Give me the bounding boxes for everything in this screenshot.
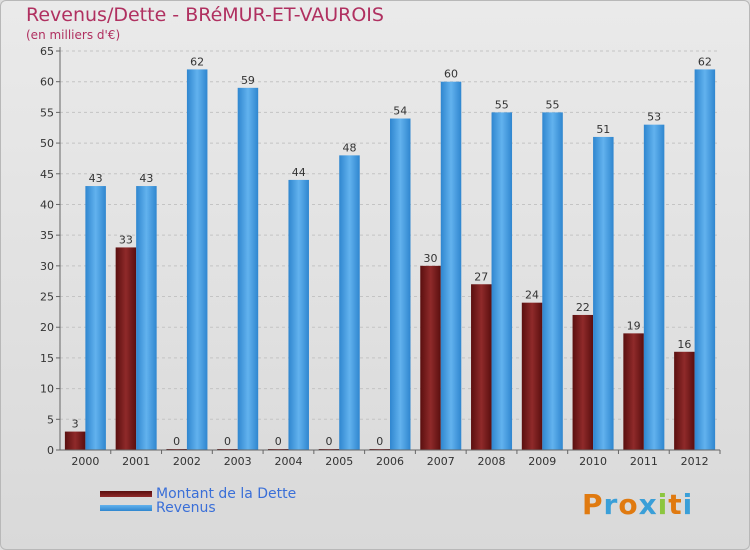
y-tick-label: 10 xyxy=(40,383,54,396)
data-label: 59 xyxy=(241,74,255,87)
bar-revenus xyxy=(390,118,411,451)
y-tick-label: 50 xyxy=(40,137,54,150)
logo-letter: r xyxy=(603,488,619,521)
data-label: 22 xyxy=(576,301,590,314)
x-tick-label: 2008 xyxy=(478,455,506,468)
legend-label-revenus: Revenus xyxy=(156,500,216,516)
y-tick-label: 5 xyxy=(47,413,54,426)
y-tick-label: 45 xyxy=(40,168,54,181)
bar-debt xyxy=(572,314,594,450)
logo-letter: i xyxy=(657,488,669,521)
x-tick-label: 2010 xyxy=(579,455,607,468)
data-label: 48 xyxy=(342,141,356,154)
x-tick-label: 2009 xyxy=(528,455,556,468)
y-tick-label: 15 xyxy=(40,352,54,365)
y-tick-label: 20 xyxy=(40,321,54,334)
x-tick-label: 2001 xyxy=(122,455,150,468)
bar-revenus xyxy=(339,155,360,450)
chart-title: Revenus/Dette - BRéMUR-ET-VAUROIS xyxy=(26,4,384,26)
logo-letter: i xyxy=(682,488,694,521)
bar-revenus xyxy=(491,112,513,450)
data-label: 44 xyxy=(292,166,306,179)
logo-letter: P xyxy=(582,488,604,521)
legend-swatch-debt xyxy=(100,491,152,497)
y-tick-label: 65 xyxy=(40,45,54,58)
bar-revenus xyxy=(136,186,157,451)
bar-revenus xyxy=(593,136,614,450)
bar-debt xyxy=(471,284,492,450)
bar-debt xyxy=(521,302,543,450)
x-tick-label: 2007 xyxy=(427,455,455,468)
data-label: 0 xyxy=(376,435,383,448)
y-tick-label: 35 xyxy=(40,229,54,242)
data-label: 43 xyxy=(139,172,153,185)
legend-swatch-revenus xyxy=(100,505,152,511)
bar-revenus xyxy=(694,69,716,451)
y-tick-label: 40 xyxy=(40,198,54,211)
data-label: 43 xyxy=(89,172,103,185)
bar-debt xyxy=(64,431,86,450)
data-label: 0 xyxy=(275,435,282,448)
x-tick-label: 2000 xyxy=(71,455,99,468)
x-tick-label: 2002 xyxy=(173,455,201,468)
logo-letter: t xyxy=(668,488,683,521)
y-tick-label: 25 xyxy=(40,291,54,304)
y-tick-label: 0 xyxy=(47,444,54,457)
data-label: 0 xyxy=(173,435,180,448)
x-tick-label: 2006 xyxy=(376,455,404,468)
x-tick-label: 2004 xyxy=(274,455,302,468)
data-label: 62 xyxy=(190,55,204,68)
data-label: 19 xyxy=(627,319,641,332)
data-label: 0 xyxy=(325,435,332,448)
bar-debt xyxy=(420,265,441,450)
legend-label-debt: Montant de la Dette xyxy=(156,486,297,502)
x-tick-label: 2012 xyxy=(681,455,709,468)
bar-revenus xyxy=(237,87,259,450)
data-label: 51 xyxy=(596,123,610,136)
y-tick-label: 30 xyxy=(40,260,54,273)
data-label: 0 xyxy=(224,435,231,448)
legend-item-revenus: Revenus xyxy=(100,500,216,516)
chart-subtitle: (en milliers d'€) xyxy=(26,28,121,42)
data-label: 30 xyxy=(424,252,438,265)
x-tick-label: 2011 xyxy=(630,455,658,468)
proxiti-logo: Proxiti xyxy=(582,488,693,521)
bar-revenus xyxy=(440,81,462,450)
x-tick-label: 2003 xyxy=(224,455,252,468)
y-tick-label: 60 xyxy=(40,76,54,89)
bar-debt xyxy=(674,351,695,450)
data-label: 54 xyxy=(393,105,407,118)
data-label: 62 xyxy=(698,55,712,68)
bar-revenus xyxy=(542,112,563,450)
bar-revenus xyxy=(85,186,106,451)
legend-item-debt: Montant de la Dette xyxy=(100,486,296,502)
bar-revenus xyxy=(643,124,665,451)
data-label: 16 xyxy=(677,338,691,351)
y-tick-label: 55 xyxy=(40,106,54,119)
data-label: 3 xyxy=(72,418,79,431)
data-label: 53 xyxy=(647,111,661,124)
data-label: 55 xyxy=(546,98,560,111)
data-label: 55 xyxy=(495,98,509,111)
bar-debt xyxy=(115,247,137,450)
logo-letter: o xyxy=(618,488,639,521)
data-label: 24 xyxy=(525,289,539,302)
bar-revenus xyxy=(288,179,309,450)
logo-letter: x xyxy=(638,488,658,521)
data-label: 60 xyxy=(444,68,458,81)
x-tick-label: 2005 xyxy=(325,455,353,468)
bar-revenus xyxy=(186,69,208,451)
data-label: 33 xyxy=(119,233,133,246)
data-label: 27 xyxy=(474,270,488,283)
bar-debt xyxy=(623,333,644,450)
